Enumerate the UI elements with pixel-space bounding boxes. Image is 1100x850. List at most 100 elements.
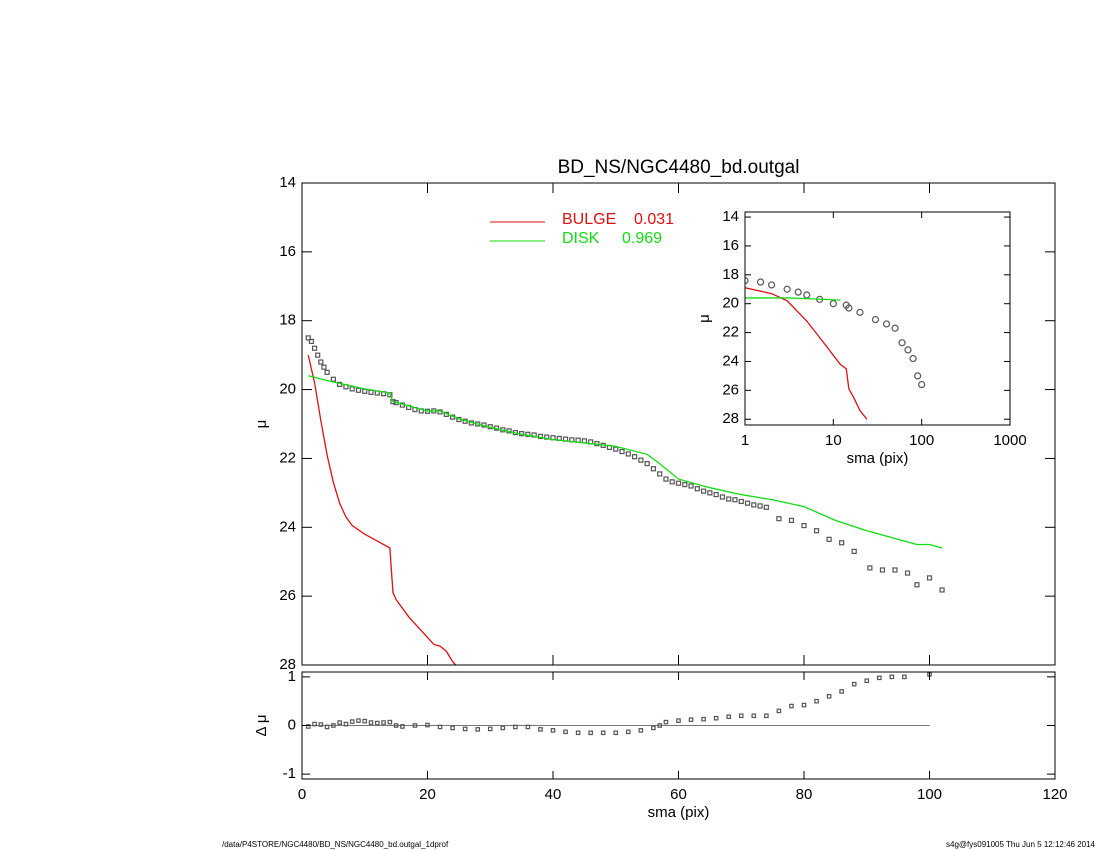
- x-tick-label: 60: [670, 786, 687, 803]
- data-point: [644, 460, 650, 467]
- data-point: [619, 448, 625, 455]
- data-point: [719, 494, 726, 500]
- data-point: [914, 372, 922, 380]
- data-point: [713, 491, 719, 498]
- data-point: [902, 674, 907, 680]
- data-point: [657, 723, 662, 728]
- data-point: [513, 724, 518, 730]
- data-point: [393, 723, 399, 728]
- data-point: [343, 721, 349, 727]
- data-point: [475, 727, 481, 732]
- x-tick-label: 80: [796, 786, 813, 803]
- data-point: [763, 504, 769, 510]
- y-tick-label: 22: [722, 324, 739, 341]
- data-point: [707, 490, 713, 496]
- data-point: [563, 729, 568, 735]
- y-tick-label: 26: [722, 381, 739, 398]
- data-point: [437, 724, 443, 730]
- data-point: [898, 339, 906, 347]
- data-point: [368, 389, 374, 395]
- data-point: [525, 724, 531, 730]
- y-tick-label: 28: [279, 656, 296, 673]
- data-point: [756, 278, 765, 286]
- plot-area: [745, 276, 926, 420]
- data-point: [914, 582, 920, 588]
- data-point: [375, 720, 380, 726]
- data-point: [851, 548, 857, 554]
- y-tick-label: 20: [279, 381, 296, 398]
- data-point: [631, 454, 638, 460]
- data-point: [412, 723, 418, 728]
- data-point: [588, 730, 593, 736]
- data-point: [308, 338, 315, 344]
- frame: [744, 211, 1011, 426]
- data-point: [764, 713, 769, 719]
- data-point: [311, 345, 318, 351]
- data-point: [305, 724, 311, 729]
- data-point: [650, 466, 657, 472]
- data-point: [525, 431, 531, 437]
- data-point: [745, 276, 749, 285]
- y-tick-label: -1: [283, 765, 296, 782]
- y-axis-label: μ: [253, 420, 270, 429]
- data-point: [355, 387, 362, 393]
- data-point: [688, 717, 694, 722]
- y-tick-label: 18: [279, 312, 296, 329]
- data-point: [918, 380, 926, 389]
- data-point: [871, 315, 880, 324]
- data-point: [829, 300, 837, 308]
- chart-title: BD_NS/NGC4480_bd.outgal: [558, 157, 800, 178]
- data-point: [315, 352, 321, 358]
- data-point: [726, 714, 732, 720]
- footer-path: /data/P4STORE/NGC4480/BD_NS/NGC4480_bd.o…: [222, 840, 449, 849]
- data-point: [891, 324, 899, 332]
- data-point: [387, 719, 393, 725]
- legend-label: DISK: [562, 230, 600, 247]
- plot-area: [305, 672, 932, 736]
- data-point: [889, 674, 895, 680]
- data-point: [362, 388, 368, 394]
- data-point: [789, 703, 794, 709]
- y-tick-label: 14: [722, 208, 739, 225]
- data-point: [757, 503, 763, 509]
- data-point: [939, 587, 945, 593]
- data-point: [882, 320, 891, 328]
- y-tick-label: 24: [279, 518, 296, 535]
- data-point: [751, 502, 757, 508]
- data-point: [738, 498, 744, 505]
- data-point: [909, 354, 917, 363]
- data-point: [794, 288, 802, 296]
- y-tick-label: 26: [279, 587, 296, 604]
- data-point: [362, 718, 368, 724]
- x-tick-label: 100: [909, 432, 934, 449]
- data-point: [305, 335, 311, 341]
- data-point: [826, 536, 832, 542]
- data-point: [321, 364, 327, 370]
- data-point: [839, 540, 845, 546]
- data-point: [803, 291, 811, 299]
- y-axis-label: μ: [696, 314, 713, 323]
- data-point: [400, 724, 405, 729]
- data-point: [876, 675, 882, 681]
- x-tick-label: 100: [917, 786, 942, 803]
- data-point: [813, 528, 820, 534]
- data-point: [767, 281, 776, 289]
- model-line: [745, 297, 841, 301]
- data-point: [324, 724, 330, 730]
- data-point: [744, 500, 751, 506]
- y-tick-label: 16: [722, 237, 739, 254]
- data-point: [879, 567, 886, 573]
- data-point: [688, 483, 694, 489]
- y-tick-label: 22: [279, 449, 296, 466]
- data-point: [625, 451, 631, 457]
- data-point: [663, 476, 669, 482]
- data-point: [814, 698, 819, 704]
- data-point: [663, 719, 669, 725]
- data-point: [839, 689, 844, 694]
- legend-fraction: 0.031: [634, 211, 674, 228]
- data-point: [537, 433, 544, 439]
- data-point: [337, 720, 342, 725]
- x-tick-label: 10: [825, 432, 842, 449]
- data-point: [776, 516, 782, 522]
